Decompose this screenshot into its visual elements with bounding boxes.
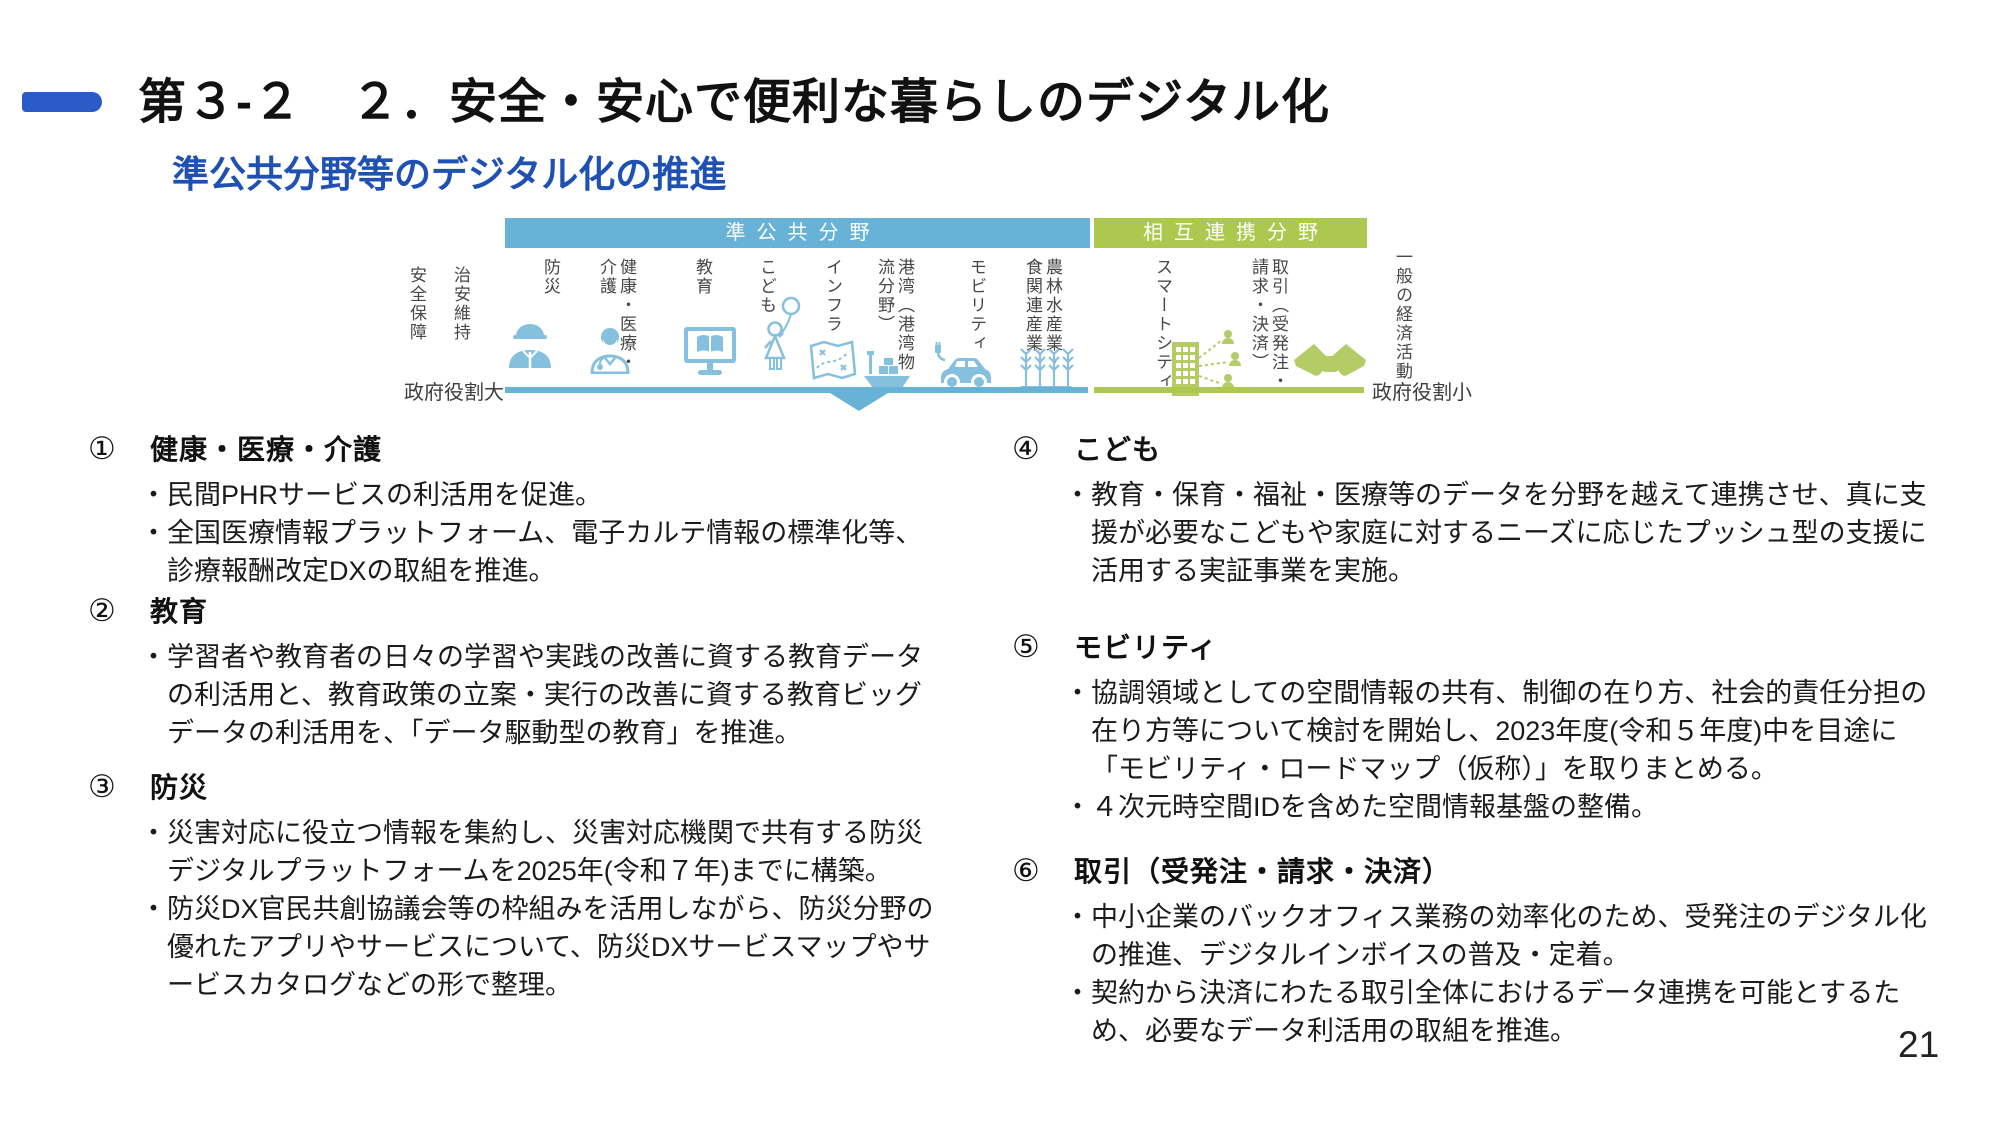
section-title: こども (1074, 434, 1162, 465)
spectrum-line-quasi-public (505, 387, 1088, 393)
title-accent-bar (22, 92, 102, 112)
section-title: モビリティ (1074, 632, 1218, 663)
section-title: 健康・医療・介護 (150, 434, 383, 465)
bullet-item: 中小企業のバックオフィス業務の効率化のため、受発注のデジタル化の推進、デジタルイ… (1064, 898, 1932, 974)
bullet-item: 契約から決済にわたる取引全体におけるデータ連携を可能とするため、必要なデータ利活… (1064, 974, 1932, 1050)
vertical-label-mobility: モビリティ (967, 258, 986, 353)
bullet-item: 災害対応に役立つ情報を集約し、災害対応機関で共有する防災デジタルプラットフォーム… (140, 814, 942, 890)
section-number: ⑤ (1012, 629, 1040, 664)
smart-city-icon (1172, 330, 1241, 396)
section-number: ③ (88, 769, 116, 804)
vertical-label-smart-city: スマートシティ (1153, 258, 1172, 391)
vertical-label-infrastructure: インフラ (823, 258, 842, 334)
down-arrow-marker (830, 393, 888, 411)
child-balloon-icon (764, 296, 801, 370)
ev-car-icon (935, 342, 991, 390)
section-title: 防災 (150, 772, 209, 803)
section-number: ⑥ (1012, 853, 1040, 888)
vertical-label-transactions: 取引（受発注・請求・決済） (1249, 258, 1288, 391)
education-monitor-icon (684, 327, 736, 375)
vertical-label-ports: 港湾（港湾物流分野） (875, 258, 914, 372)
section-title: 取引（受発注・請求・決済） (1074, 856, 1452, 887)
bullet-item: 民間PHRサービスの利活用を促進。 (140, 476, 942, 514)
bullet-item: ４次元時空間IDを含めた空間情報基盤の整備。 (1064, 788, 1932, 826)
vertical-label-general-economy: 一般の経済活動 (1393, 248, 1412, 381)
bullet-item: 全国医療情報プラットフォーム、電子カルテ情報の標準化等、診療報酬改定DXの取組を… (140, 514, 942, 590)
section-title: 教育 (150, 596, 209, 627)
vertical-label-agriculture-food: 農林水産業・食関連産業 (1023, 258, 1062, 372)
section-children: ④ こども 教育・保育・福祉・医療等のデータを分野を越えて連携させ、真に支援が必… (1012, 428, 1932, 590)
vertical-label-children: こども (757, 258, 776, 315)
vertical-label-education: 教育 (693, 258, 712, 296)
bullet-item: 教育・保育・福祉・医療等のデータを分野を越えて連携させ、真に支援が必要なこどもや… (1064, 476, 1932, 590)
vertical-label-health-medical-care: 健康・医療・介護 (597, 258, 636, 372)
bullet-item: 学習者や教育者の日々の学習や実践の改善に資する教育データの利活用と、教育政策の立… (140, 638, 942, 752)
section-education: ② 教育 学習者や教育者の日々の学習や実践の改善に資する教育データの利活用と、教… (88, 590, 942, 752)
vertical-label-national-security: 安全保障 (407, 266, 426, 342)
section-number: ④ (1012, 431, 1040, 466)
spectrum-line-mutual (1094, 387, 1364, 393)
quasi-public-domain-bar: 準公共分野 (505, 218, 1090, 248)
section-transactions: ⑥ 取引（受発注・請求・決済） 中小企業のバックオフィス業務の効率化のため、受発… (1012, 850, 1932, 1050)
section-disaster-prevention: ③ 防災 災害対応に役立つ情報を集約し、災害対応機関で共有する防災デジタルプラッ… (88, 766, 942, 1004)
slide-subtitle: 準公共分野等のデジタル化の推進 (172, 154, 727, 195)
page-title: 第３-２ ２．安全・安心で便利な暮らしのデジタル化 (138, 76, 1331, 129)
mutual-cooperation-domain-bar: 相互連携分野 (1094, 218, 1367, 248)
section-mobility: ⑤ モビリティ 協調領域としての空間情報の共有、制御の在り方、社会的責任分担の在… (1012, 626, 1932, 826)
bullet-item: 防災DX官民共創協議会等の枠組みを活用しながら、防災分野の優れたアプリやサービス… (140, 890, 942, 1004)
section-health-medical-care: ① 健康・医療・介護 民間PHRサービスの利活用を促進。 全国医療情報プラットフ… (88, 428, 942, 590)
cargo-ship-icon (864, 351, 910, 388)
sector-spectrum-diagram: 準公共分野 相互連携分野 安全保障 治安維持 防災 健康・医療・介護 教育 こど… (0, 0, 2000, 430)
vertical-label-public-order: 治安維持 (451, 266, 470, 342)
bullet-item: 協調領域としての空間情報の共有、制御の在り方、社会的責任分担の在り方等について検… (1064, 674, 1932, 788)
vertical-label-disaster-prevention: 防災 (541, 258, 560, 296)
gov-role-large-label: 政府役割大 (404, 382, 504, 404)
handshake-icon (1294, 344, 1366, 380)
gov-role-small-label: 政府役割小 (1372, 382, 1472, 404)
doctor-icon (590, 328, 630, 374)
section-number: ① (88, 431, 116, 466)
page-number: 21 (1898, 1024, 1940, 1065)
disaster-worker-icon (509, 324, 551, 368)
wheat-icon (1020, 348, 1074, 390)
section-number: ② (88, 593, 116, 628)
map-icon (809, 340, 857, 380)
